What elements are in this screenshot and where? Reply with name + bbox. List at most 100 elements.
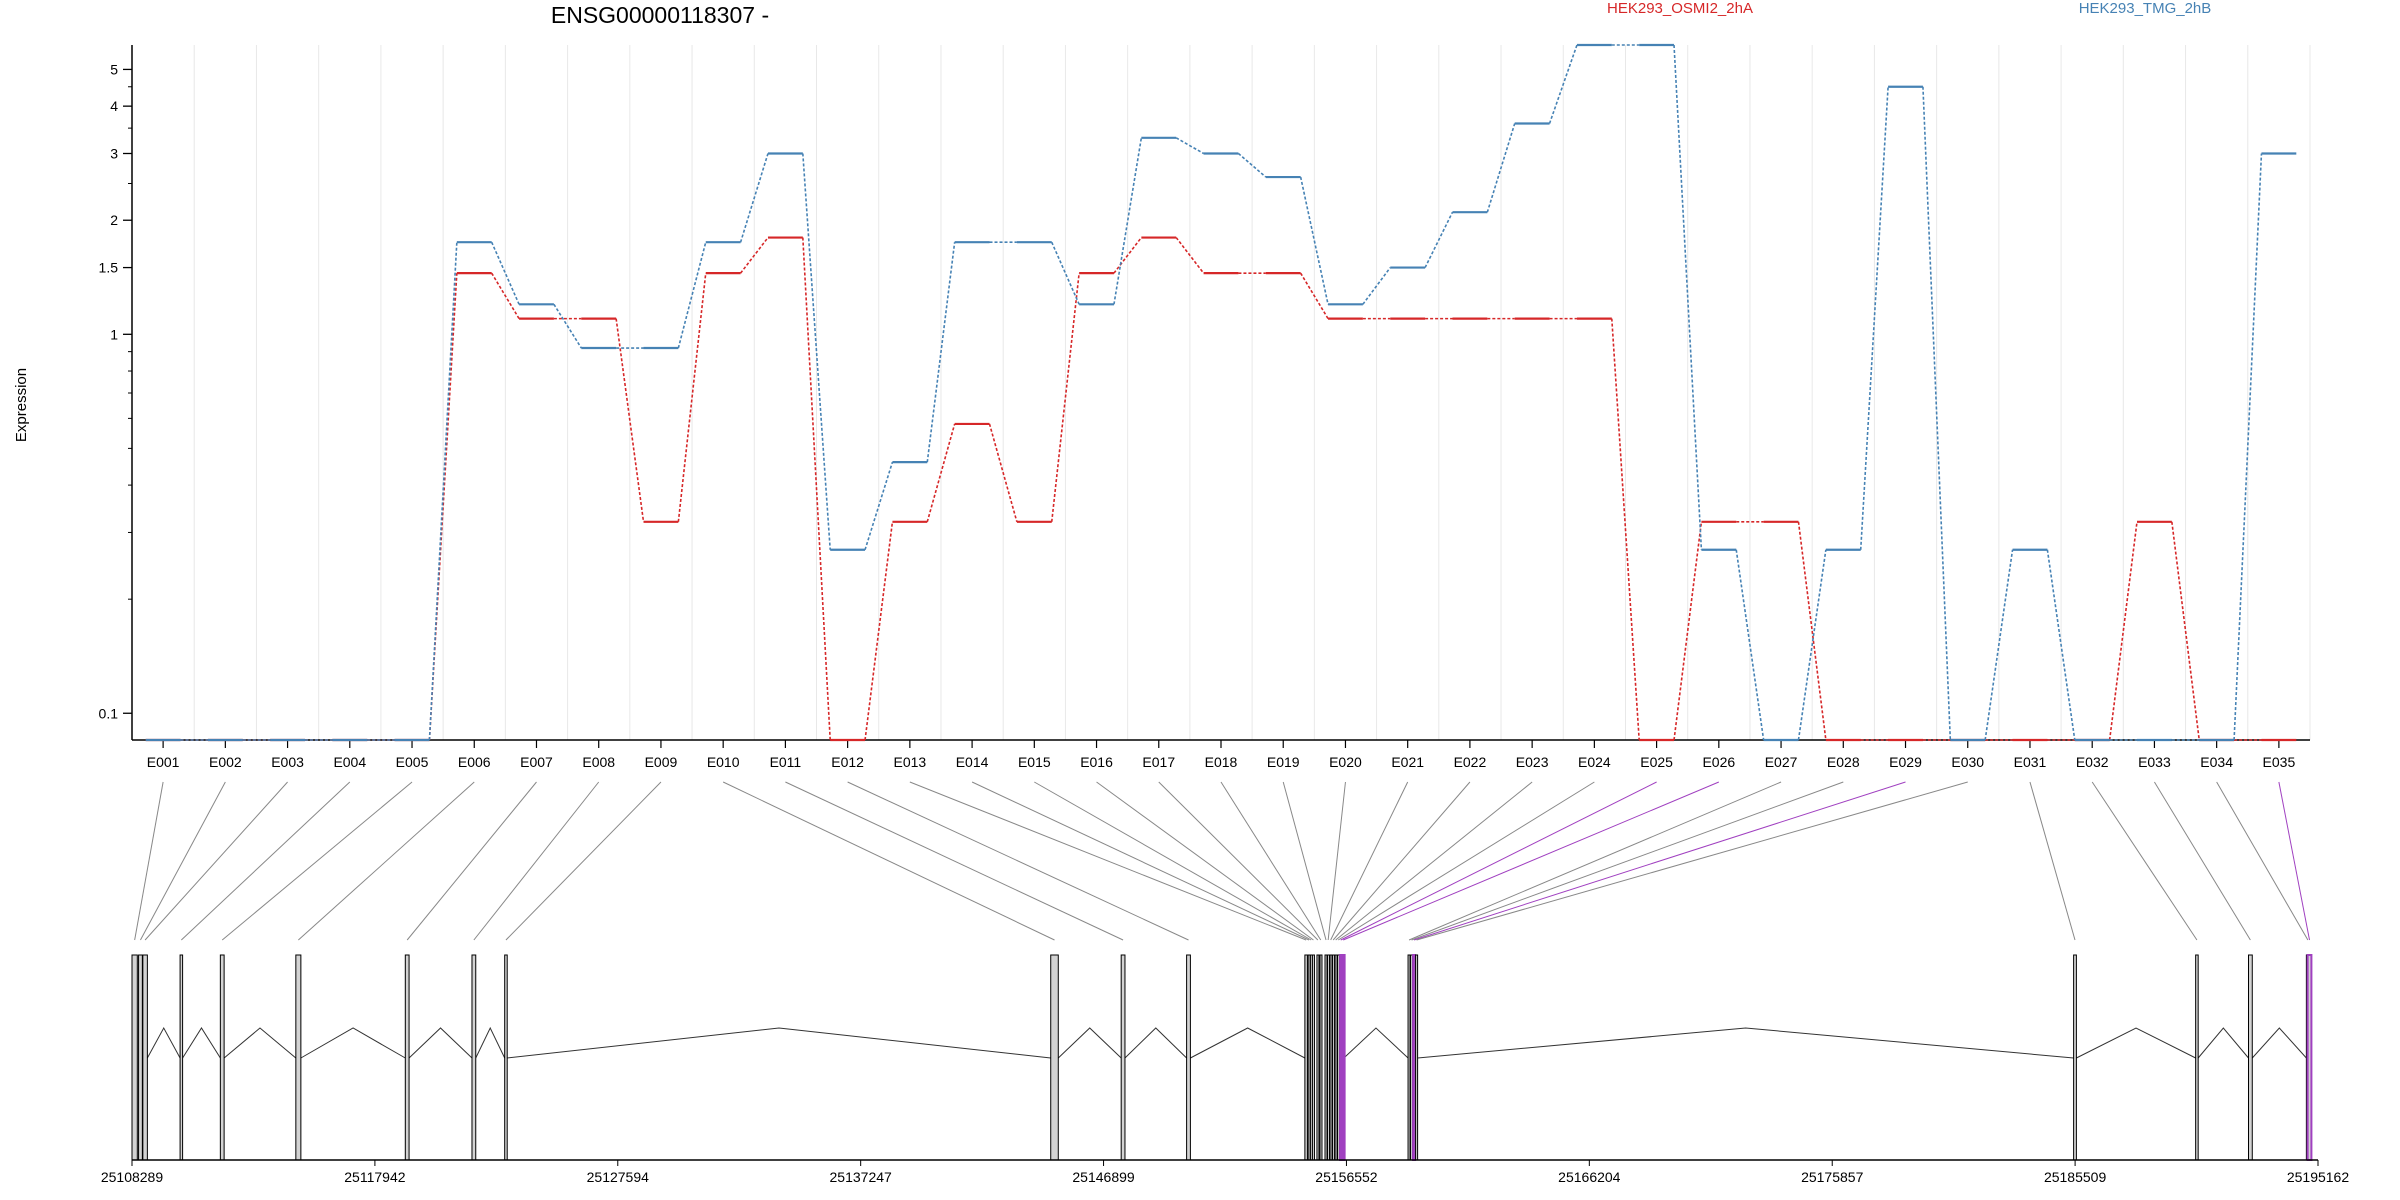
data-transition bbox=[1362, 267, 1391, 305]
data-transition bbox=[1610, 318, 1640, 741]
intron-line bbox=[223, 1027, 297, 1059]
data-transition bbox=[1113, 237, 1142, 274]
exon-connector bbox=[1330, 781, 1409, 941]
data-transition bbox=[1237, 152, 1267, 178]
data-transition bbox=[739, 237, 769, 274]
exon-connector bbox=[2091, 781, 2198, 941]
intron-line bbox=[146, 1026, 181, 1059]
data-transition bbox=[2171, 521, 2201, 741]
data-transition bbox=[864, 461, 894, 551]
exon-connector bbox=[1343, 781, 1720, 941]
exon-connector bbox=[1158, 781, 1319, 941]
data-transition bbox=[1797, 521, 1827, 741]
data-transition bbox=[988, 423, 1018, 523]
y-tick-label: 2 bbox=[110, 212, 118, 228]
data-transition bbox=[2233, 153, 2263, 741]
data-transition bbox=[1486, 123, 1516, 213]
data-transition bbox=[1797, 549, 1827, 741]
exon-label: E022 bbox=[1454, 754, 1487, 770]
series-1 bbox=[145, 236, 2297, 742]
exon-label: E001 bbox=[147, 754, 180, 770]
coord-label: 25175857 bbox=[1801, 1169, 1864, 1185]
legend-series-2: HEK293_TMG_2hB bbox=[2079, 0, 2212, 17]
exon-box bbox=[179, 954, 184, 1161]
exon-box bbox=[1050, 954, 1059, 1161]
exon-connector bbox=[1327, 781, 1346, 941]
exon-label: E021 bbox=[1391, 754, 1424, 770]
exon-label: E015 bbox=[1018, 754, 1051, 770]
data-transition bbox=[864, 521, 894, 741]
exon-connector bbox=[1411, 781, 1844, 941]
exon-connector bbox=[1337, 781, 1595, 941]
exon-connector bbox=[505, 781, 662, 941]
exon-label: E005 bbox=[396, 754, 429, 770]
exon-connector bbox=[298, 781, 475, 941]
data-transition bbox=[428, 242, 458, 741]
exon-label: E016 bbox=[1080, 754, 1113, 770]
exon-box bbox=[1341, 954, 1346, 1161]
exon-label: E006 bbox=[458, 754, 491, 770]
data-transition bbox=[926, 242, 956, 463]
data-transition bbox=[926, 423, 956, 523]
data-transition bbox=[2108, 521, 2138, 741]
y-tick-label: 4 bbox=[110, 98, 118, 114]
exon-connector bbox=[1408, 781, 1782, 941]
exon-box bbox=[504, 954, 508, 1161]
exon-label: E003 bbox=[271, 754, 304, 770]
exon-connector bbox=[1220, 781, 1322, 941]
data-transition bbox=[2046, 549, 2076, 741]
data-transition bbox=[739, 153, 769, 243]
exon-connector bbox=[1335, 781, 1533, 941]
exon-connector bbox=[971, 781, 1310, 941]
exon-connector bbox=[2029, 781, 2076, 941]
data-transition bbox=[1984, 549, 2014, 741]
coord-label: 25195162 bbox=[2287, 1169, 2350, 1185]
exon-connector bbox=[1034, 781, 1312, 941]
exon-connector bbox=[406, 781, 537, 941]
data-transition bbox=[1299, 272, 1329, 320]
exon-box bbox=[471, 954, 477, 1161]
data-transition bbox=[553, 303, 582, 349]
coord-label: 25127594 bbox=[587, 1169, 650, 1185]
exon-label: E030 bbox=[1951, 754, 1984, 770]
exon-box bbox=[1415, 954, 1419, 1161]
exon-connector bbox=[1332, 781, 1471, 941]
exon-box bbox=[1334, 954, 1338, 1161]
data-transition bbox=[1735, 549, 1765, 741]
exon-box bbox=[1324, 954, 1328, 1161]
intron-line bbox=[1190, 1027, 1306, 1059]
exon-label: E026 bbox=[1702, 754, 1735, 770]
data-transition bbox=[1299, 176, 1329, 305]
exon-box bbox=[2073, 954, 2077, 1161]
data-transition bbox=[1922, 86, 1952, 741]
exon-connector bbox=[1096, 781, 1314, 941]
y-axis-label: Expression bbox=[13, 368, 30, 442]
data-transition bbox=[1673, 521, 1703, 741]
coord-label: 25156552 bbox=[1315, 1169, 1378, 1185]
y-tick-label: 5 bbox=[110, 61, 118, 77]
exon-label: E023 bbox=[1516, 754, 1549, 770]
exon-connector bbox=[1416, 781, 1968, 941]
exon-box bbox=[1327, 954, 1331, 1161]
intron-line bbox=[300, 1027, 406, 1059]
series-2 bbox=[145, 43, 2297, 742]
data-transition bbox=[1424, 211, 1454, 268]
exon-connector bbox=[1282, 781, 1327, 941]
exon-label: E008 bbox=[582, 754, 615, 770]
exon-box bbox=[1316, 954, 1320, 1161]
data-transition bbox=[1113, 137, 1143, 305]
data-transition bbox=[1050, 273, 1080, 522]
intron-line bbox=[1343, 1027, 1409, 1059]
exon-connector bbox=[134, 781, 164, 941]
exon-box bbox=[2195, 954, 2199, 1161]
data-transition bbox=[1859, 86, 1889, 550]
data-transition bbox=[677, 273, 707, 522]
exon-connector bbox=[722, 781, 1055, 941]
exon-label: E031 bbox=[2014, 754, 2047, 770]
exon-box bbox=[1307, 954, 1311, 1161]
exon-connector bbox=[1413, 781, 1906, 941]
data-transition bbox=[802, 237, 832, 741]
exon-box bbox=[1186, 954, 1191, 1161]
exon-box bbox=[1329, 954, 1333, 1161]
coord-label: 25166204 bbox=[1558, 1169, 1621, 1185]
